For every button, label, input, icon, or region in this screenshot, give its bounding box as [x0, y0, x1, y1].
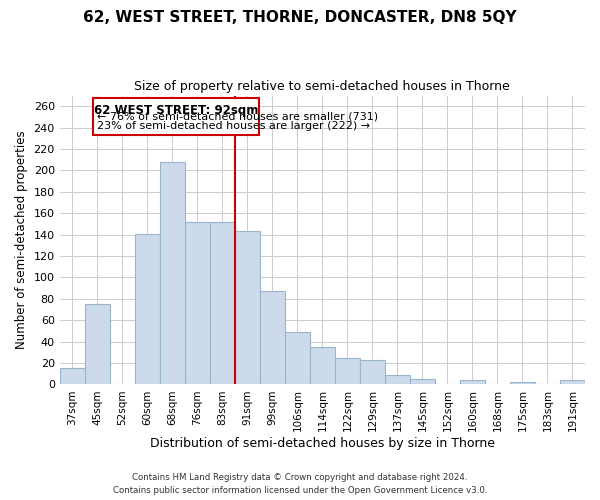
Bar [210, 222, 235, 384]
Bar [260, 292, 285, 384]
Text: 62, WEST STREET, THORNE, DONCASTER, DN8 5QY: 62, WEST STREET, THORNE, DONCASTER, DN8 … [83, 10, 517, 25]
Bar [59, 368, 85, 384]
Y-axis label: Number of semi-detached properties: Number of semi-detached properties [15, 130, 28, 350]
Bar [460, 380, 485, 384]
Bar [385, 375, 410, 384]
Bar [94, 98, 259, 135]
Text: ← 76% of semi-detached houses are smaller (731): ← 76% of semi-detached houses are smalle… [97, 112, 379, 122]
Text: 62 WEST STREET: 92sqm: 62 WEST STREET: 92sqm [94, 104, 258, 117]
Bar [235, 232, 260, 384]
Bar [360, 360, 385, 384]
Bar [335, 358, 360, 384]
Bar [85, 304, 110, 384]
Text: 23% of semi-detached houses are larger (222) →: 23% of semi-detached houses are larger (… [97, 121, 370, 131]
Bar [410, 379, 435, 384]
Bar [510, 382, 535, 384]
Bar [135, 234, 160, 384]
Text: Contains HM Land Registry data © Crown copyright and database right 2024.
Contai: Contains HM Land Registry data © Crown c… [113, 474, 487, 495]
Title: Size of property relative to semi-detached houses in Thorne: Size of property relative to semi-detach… [134, 80, 510, 93]
Bar [285, 332, 310, 384]
Bar [160, 162, 185, 384]
Bar [185, 222, 210, 384]
Bar [560, 380, 585, 384]
X-axis label: Distribution of semi-detached houses by size in Thorne: Distribution of semi-detached houses by … [150, 437, 495, 450]
Bar [310, 347, 335, 385]
